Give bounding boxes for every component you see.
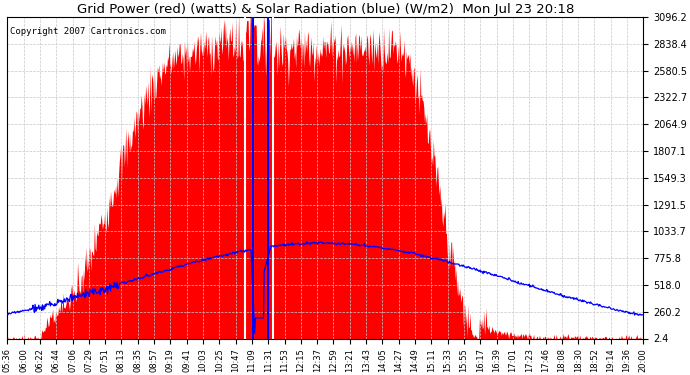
Text: Copyright 2007 Cartronics.com: Copyright 2007 Cartronics.com: [10, 27, 166, 36]
Title: Grid Power (red) (watts) & Solar Radiation (blue) (W/m2)  Mon Jul 23 20:18: Grid Power (red) (watts) & Solar Radiati…: [77, 3, 574, 16]
